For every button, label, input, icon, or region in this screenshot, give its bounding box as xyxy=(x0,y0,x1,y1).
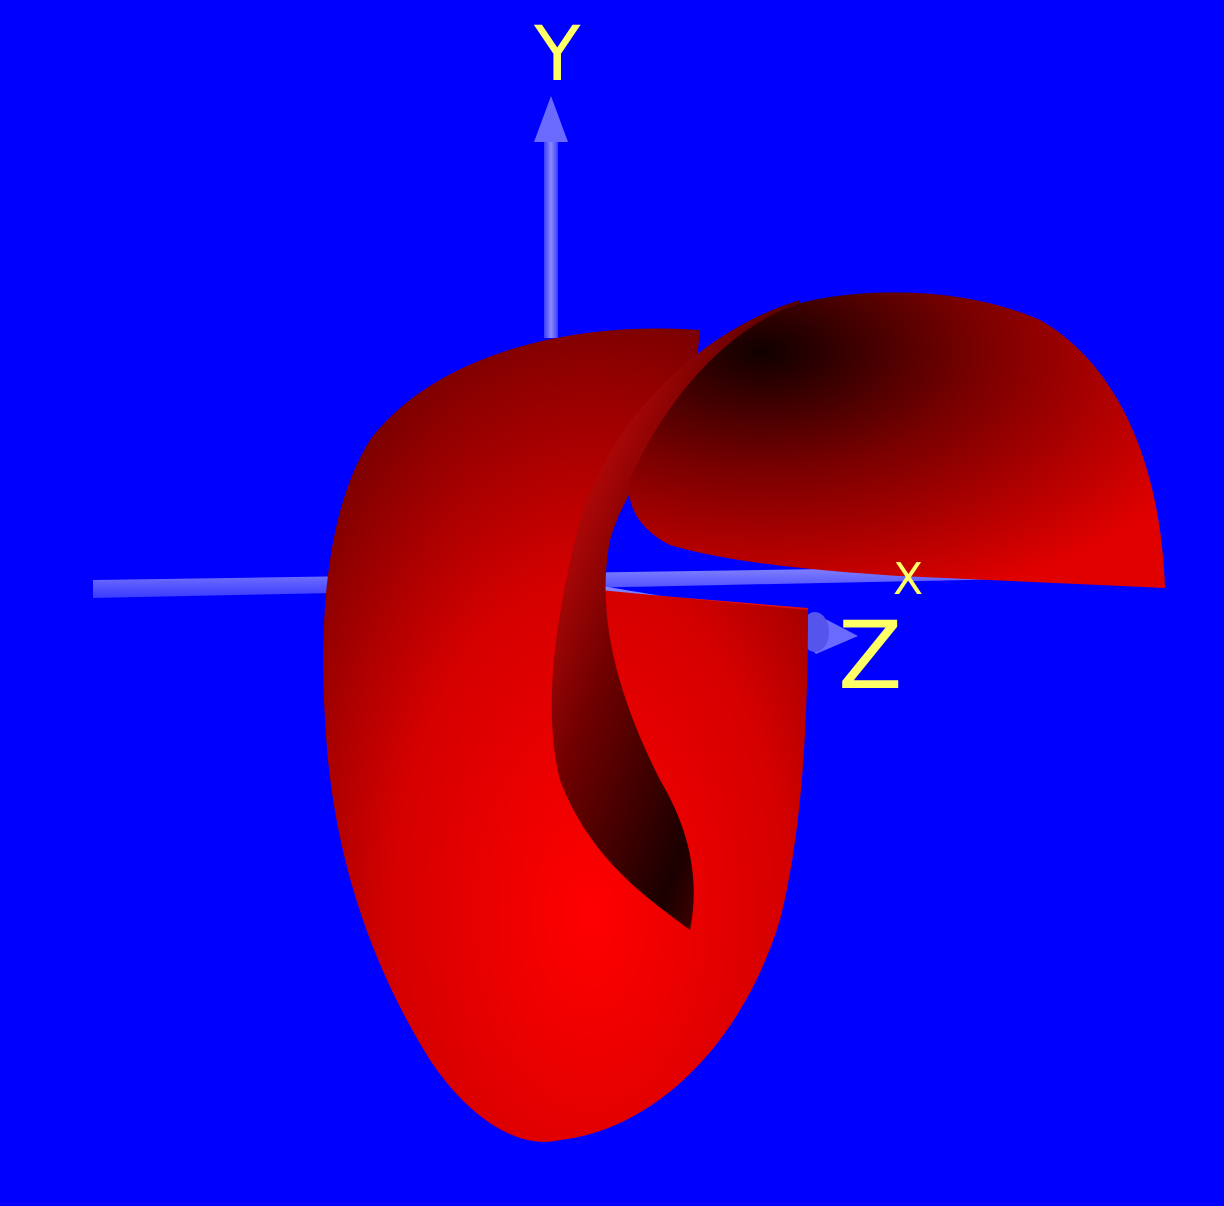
y-axis xyxy=(534,96,568,338)
y-axis-arrowhead xyxy=(534,96,568,142)
y-axis-label: Y xyxy=(533,9,581,98)
z-axis-label: Z xyxy=(838,602,902,711)
surface-right-flap xyxy=(629,292,1165,588)
surface-twist-ridge xyxy=(551,300,800,930)
x-axis-label: X xyxy=(893,554,923,605)
